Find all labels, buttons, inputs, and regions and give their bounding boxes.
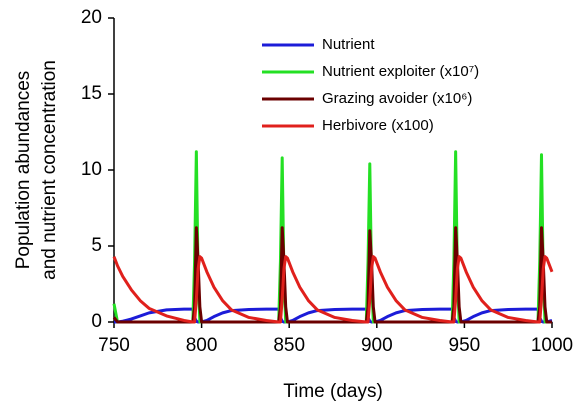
legend-label: Grazing avoider (x10⁶)	[322, 90, 472, 107]
y-axis-label: Population abundances	[13, 71, 34, 270]
y-tick-label: 15	[81, 83, 102, 104]
series-line	[112, 255, 554, 324]
x-tick-label: 900	[361, 335, 393, 356]
y-tick-label: 0	[91, 311, 102, 332]
x-tick-label: 800	[186, 335, 218, 356]
x-axis-label: Time (days)	[283, 381, 383, 402]
series-line	[112, 226, 552, 324]
y-tick-label: 20	[81, 7, 102, 28]
legend-label: Nutrient	[322, 36, 375, 53]
series-line	[112, 150, 552, 324]
x-tick-label: 750	[98, 335, 130, 356]
series-line	[114, 307, 553, 324]
x-tick-label: 950	[449, 335, 481, 356]
legend-label: Nutrient exploiter (x10⁷)	[322, 63, 479, 80]
y-axis-label: and nutrient concentration	[39, 60, 60, 280]
y-tick-label: 10	[81, 159, 102, 180]
x-tick-label: 850	[273, 335, 305, 356]
y-tick-label: 5	[91, 235, 102, 256]
x-tick-label: 1000	[531, 335, 573, 356]
legend-label: Herbivore (x100)	[322, 117, 434, 134]
